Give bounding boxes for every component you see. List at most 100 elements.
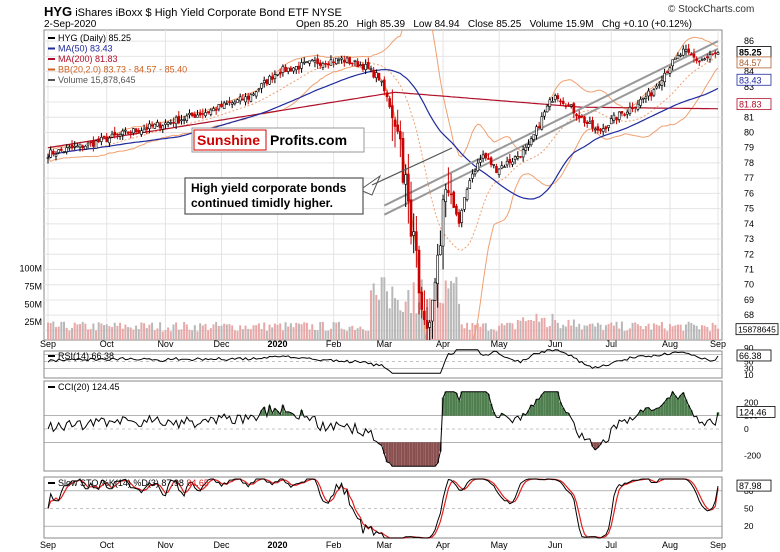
volume-last-tag: 15878645	[738, 325, 776, 335]
volume-bar	[572, 319, 575, 340]
candle-body	[129, 131, 133, 134]
volume-bar	[188, 329, 191, 340]
volume-bar	[666, 331, 669, 340]
volume-bar	[137, 329, 140, 340]
candle-body	[607, 125, 610, 128]
ma50-tag: 83.43	[739, 75, 762, 85]
volume-bar	[548, 325, 551, 340]
candle-body	[681, 48, 685, 56]
candle-body	[254, 91, 258, 97]
volume-bar	[599, 324, 602, 340]
volume-bar	[535, 313, 538, 340]
volume-bar	[556, 322, 559, 340]
candle-body	[308, 60, 311, 64]
volume-bar	[292, 327, 295, 340]
volume-bar	[76, 324, 79, 340]
candle-body	[169, 122, 173, 124]
volume-bar	[348, 326, 351, 340]
volume-bar	[185, 324, 188, 340]
candle-body	[505, 160, 509, 166]
candle-body	[73, 145, 76, 148]
price-tick-label: 75	[744, 204, 754, 214]
candle-body	[137, 130, 141, 133]
volume-bar	[217, 325, 220, 340]
candle-body	[54, 153, 58, 157]
candle-body	[695, 58, 698, 61]
candle-body	[121, 130, 125, 135]
candle-body	[444, 189, 448, 202]
candle-body	[655, 85, 658, 89]
chart-date: 2-Sep-2020	[44, 19, 97, 30]
month-label: 2020	[268, 540, 288, 550]
candle-body	[196, 114, 199, 118]
candle-body	[631, 107, 634, 110]
candle-body	[495, 166, 498, 173]
volume-bar	[209, 328, 212, 340]
candle-body	[201, 113, 205, 115]
price-plot-group	[44, 30, 722, 340]
volume-bar	[476, 323, 479, 340]
candle-body	[222, 102, 226, 109]
candle-body	[204, 112, 207, 117]
volume-bar	[447, 288, 450, 340]
candle-body	[97, 138, 101, 142]
volume-bar	[207, 330, 210, 340]
candle-body	[628, 107, 632, 114]
volume-bar	[220, 325, 223, 340]
volume-bar	[73, 322, 76, 340]
candle-body	[399, 131, 402, 140]
candle-body	[540, 116, 544, 130]
candle-body	[711, 53, 714, 55]
price-tick-label: 83	[744, 82, 754, 92]
candle-body	[46, 157, 50, 159]
volume-bar	[650, 329, 653, 340]
candle-body	[324, 63, 327, 65]
candle-body	[425, 320, 429, 329]
volume-bar	[105, 324, 108, 340]
volume-bar	[602, 330, 605, 340]
candle-body	[142, 128, 146, 133]
candle-body	[479, 159, 482, 163]
candle-body	[52, 150, 55, 155]
volume-bar	[295, 322, 298, 340]
candle-body	[313, 60, 317, 63]
candle-body	[553, 95, 557, 100]
candle-body	[318, 62, 322, 66]
volume-bar	[711, 322, 714, 340]
low-value: 84.94	[434, 19, 460, 30]
candle-body	[641, 97, 645, 100]
candle-body	[84, 145, 87, 150]
month-label: Jul	[605, 339, 617, 349]
candle-body	[383, 79, 386, 92]
volume-bar	[442, 303, 445, 340]
candle-body	[372, 69, 375, 78]
candle-body	[676, 55, 680, 59]
volume-bar	[482, 323, 485, 340]
volume-bar	[388, 308, 391, 340]
candle-body	[164, 122, 167, 125]
volume-bar	[199, 323, 202, 340]
candle-body	[172, 121, 175, 124]
candle-body	[484, 152, 488, 159]
volume-bar	[148, 324, 151, 340]
volume-bar	[204, 323, 207, 340]
candle-body	[463, 197, 466, 210]
volume-bar	[313, 329, 316, 340]
price-tick-label: 78	[744, 158, 754, 168]
volume-bar	[642, 329, 645, 340]
rsi-tick-label: 90	[744, 343, 754, 353]
volume-bar	[111, 327, 114, 340]
volume-bar	[223, 323, 226, 340]
candle-body	[78, 143, 82, 148]
candle-body	[679, 54, 682, 57]
price-tick-label: 84	[744, 67, 754, 77]
volume-bar	[127, 327, 130, 340]
candle-body	[118, 134, 122, 137]
candle-body	[577, 115, 581, 119]
ma200-tag: 81.83	[739, 100, 762, 110]
candle-body	[70, 144, 74, 149]
volume-bar	[551, 313, 554, 340]
month-label: Aug	[662, 540, 678, 550]
volume-bar	[717, 328, 719, 340]
legend-ma200: MA(200) 81.83	[58, 54, 118, 64]
